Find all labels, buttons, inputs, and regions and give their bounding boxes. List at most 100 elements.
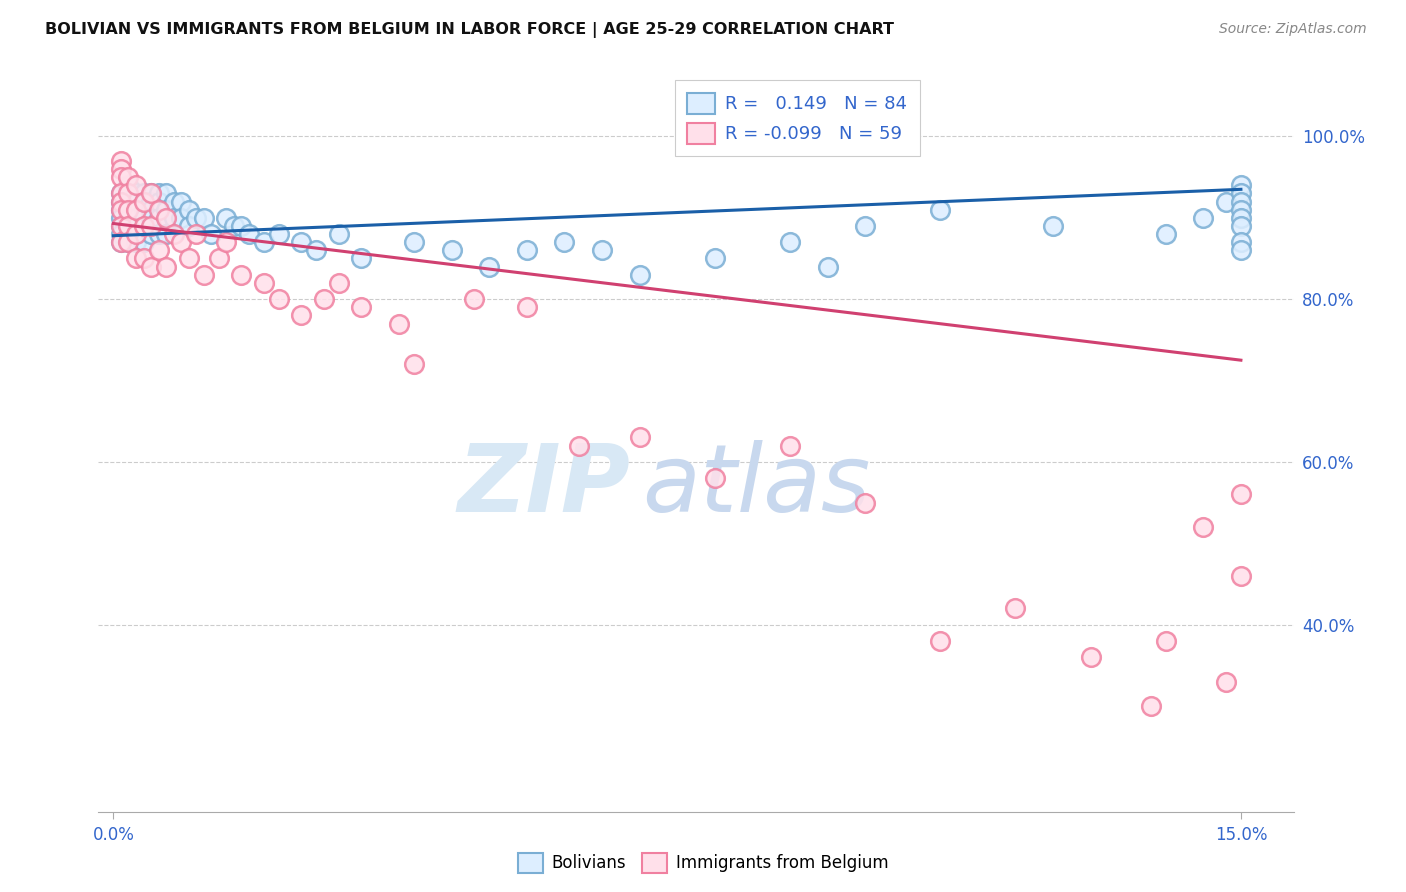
- Point: [1215, 674, 1237, 689]
- Point: [388, 317, 411, 331]
- Point: [117, 194, 139, 209]
- Point: [853, 219, 876, 233]
- Point: [155, 260, 177, 274]
- Point: [155, 202, 177, 217]
- Point: [110, 227, 132, 241]
- Point: [139, 227, 162, 241]
- Point: [1230, 235, 1253, 250]
- Point: [125, 235, 148, 250]
- Point: [817, 260, 839, 274]
- Point: [478, 260, 501, 274]
- Point: [177, 252, 200, 266]
- Point: [132, 194, 155, 209]
- Point: [404, 235, 426, 250]
- Point: [1230, 202, 1253, 217]
- Point: [125, 178, 148, 193]
- Point: [110, 194, 132, 209]
- Point: [177, 202, 200, 217]
- Point: [440, 244, 463, 258]
- Point: [267, 292, 290, 306]
- Point: [222, 219, 245, 233]
- Point: [516, 244, 538, 258]
- Point: [132, 211, 155, 225]
- Point: [117, 211, 139, 225]
- Point: [162, 211, 184, 225]
- Point: [1154, 227, 1177, 241]
- Point: [148, 194, 170, 209]
- Point: [215, 235, 238, 250]
- Point: [132, 186, 155, 201]
- Point: [290, 309, 312, 323]
- Point: [177, 219, 200, 233]
- Point: [1230, 194, 1253, 209]
- Point: [208, 252, 231, 266]
- Point: [1042, 219, 1064, 233]
- Point: [231, 219, 253, 233]
- Point: [117, 227, 139, 241]
- Point: [779, 235, 801, 250]
- Point: [139, 260, 162, 274]
- Point: [110, 170, 132, 185]
- Point: [328, 276, 350, 290]
- Point: [703, 252, 725, 266]
- Point: [929, 633, 952, 648]
- Point: [117, 178, 139, 193]
- Point: [110, 211, 132, 225]
- Point: [117, 235, 139, 250]
- Point: [1230, 487, 1253, 501]
- Point: [155, 211, 177, 225]
- Point: [628, 268, 651, 282]
- Point: [929, 202, 952, 217]
- Point: [200, 227, 222, 241]
- Point: [155, 186, 177, 201]
- Point: [853, 495, 876, 509]
- Text: ZIP: ZIP: [457, 440, 630, 532]
- Point: [568, 439, 591, 453]
- Point: [117, 202, 139, 217]
- Point: [170, 211, 193, 225]
- Point: [155, 211, 177, 225]
- Point: [132, 235, 155, 250]
- Point: [110, 235, 132, 250]
- Point: [125, 202, 148, 217]
- Text: Source: ZipAtlas.com: Source: ZipAtlas.com: [1219, 22, 1367, 37]
- Point: [148, 211, 170, 225]
- Point: [779, 439, 801, 453]
- Point: [132, 252, 155, 266]
- Point: [125, 186, 148, 201]
- Point: [139, 194, 162, 209]
- Point: [110, 202, 132, 217]
- Point: [139, 219, 162, 233]
- Point: [231, 268, 253, 282]
- Point: [148, 244, 170, 258]
- Point: [193, 211, 215, 225]
- Point: [350, 301, 373, 315]
- Point: [350, 252, 373, 266]
- Point: [215, 211, 238, 225]
- Point: [1192, 211, 1215, 225]
- Point: [148, 202, 170, 217]
- Point: [628, 430, 651, 444]
- Legend: R =   0.149   N = 84, R = -0.099   N = 59: R = 0.149 N = 84, R = -0.099 N = 59: [675, 80, 920, 156]
- Point: [290, 235, 312, 250]
- Point: [110, 161, 132, 176]
- Point: [125, 219, 148, 233]
- Point: [125, 252, 148, 266]
- Point: [110, 235, 132, 250]
- Point: [110, 202, 132, 217]
- Point: [1192, 520, 1215, 534]
- Point: [110, 153, 132, 168]
- Point: [139, 202, 162, 217]
- Point: [170, 235, 193, 250]
- Point: [238, 227, 260, 241]
- Point: [132, 219, 155, 233]
- Point: [253, 235, 276, 250]
- Legend: Bolivians, Immigrants from Belgium: Bolivians, Immigrants from Belgium: [510, 847, 896, 880]
- Point: [117, 219, 139, 233]
- Point: [125, 211, 148, 225]
- Point: [1004, 601, 1026, 615]
- Point: [1230, 211, 1253, 225]
- Point: [117, 202, 139, 217]
- Point: [267, 227, 290, 241]
- Point: [328, 227, 350, 241]
